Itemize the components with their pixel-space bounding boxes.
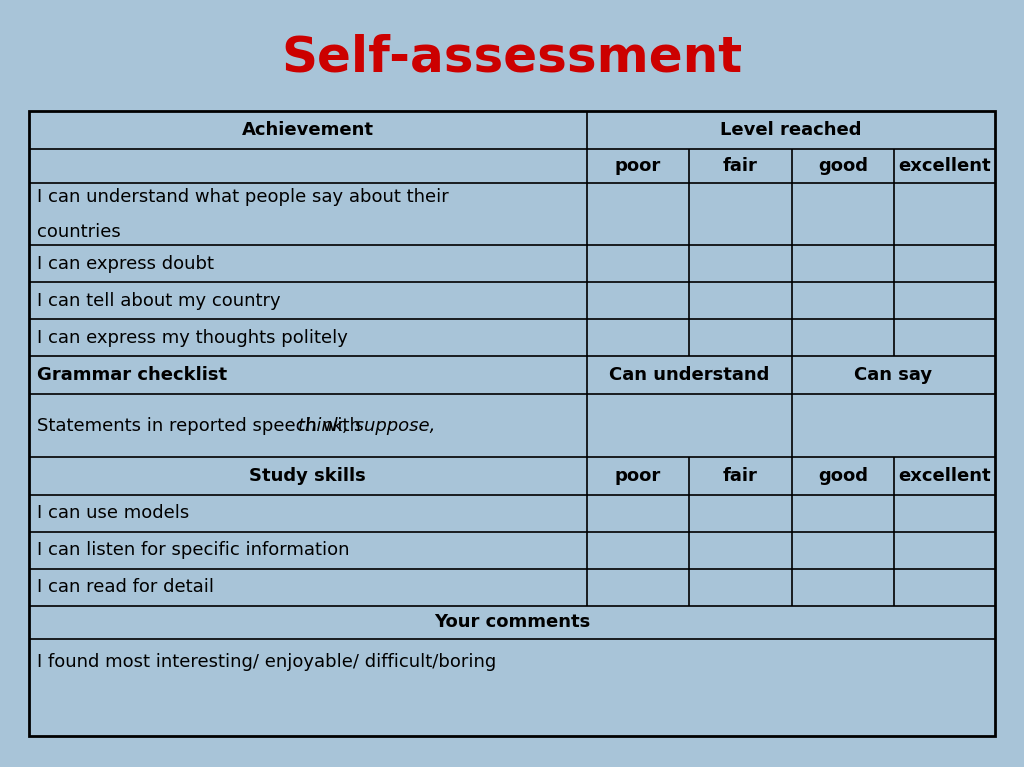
- Text: fair: fair: [723, 467, 758, 485]
- Text: I can understand what people say about their: I can understand what people say about t…: [37, 188, 449, 206]
- Text: excellent: excellent: [898, 467, 991, 485]
- Text: I can use models: I can use models: [37, 505, 189, 522]
- Text: Statements in reported speech with: Statements in reported speech with: [37, 416, 367, 435]
- Text: Self-assessment: Self-assessment: [282, 34, 742, 81]
- Text: I can express my thoughts politely: I can express my thoughts politely: [37, 328, 348, 347]
- Text: I found most interesting/ enjoyable/ difficult/boring: I found most interesting/ enjoyable/ dif…: [37, 653, 496, 671]
- Text: countries: countries: [37, 222, 121, 241]
- Text: fair: fair: [723, 157, 758, 175]
- Text: Achievement: Achievement: [242, 121, 374, 140]
- Text: Can understand: Can understand: [609, 366, 769, 384]
- Text: Study skills: Study skills: [249, 467, 367, 485]
- Bar: [29, 111, 995, 736]
- Text: Your comments: Your comments: [434, 614, 590, 631]
- Text: good: good: [818, 157, 867, 175]
- Text: think, suppose,: think, suppose,: [299, 416, 436, 435]
- Text: I can express doubt: I can express doubt: [37, 255, 214, 273]
- Text: Grammar checklist: Grammar checklist: [37, 366, 227, 384]
- Text: poor: poor: [614, 467, 662, 485]
- Text: I can read for detail: I can read for detail: [37, 578, 214, 596]
- Text: Level reached: Level reached: [720, 121, 862, 140]
- Text: poor: poor: [614, 157, 662, 175]
- Text: excellent: excellent: [898, 157, 991, 175]
- Text: I can tell about my country: I can tell about my country: [37, 291, 281, 310]
- Text: good: good: [818, 467, 867, 485]
- Text: I can listen for specific information: I can listen for specific information: [37, 542, 349, 559]
- Text: Can say: Can say: [854, 366, 933, 384]
